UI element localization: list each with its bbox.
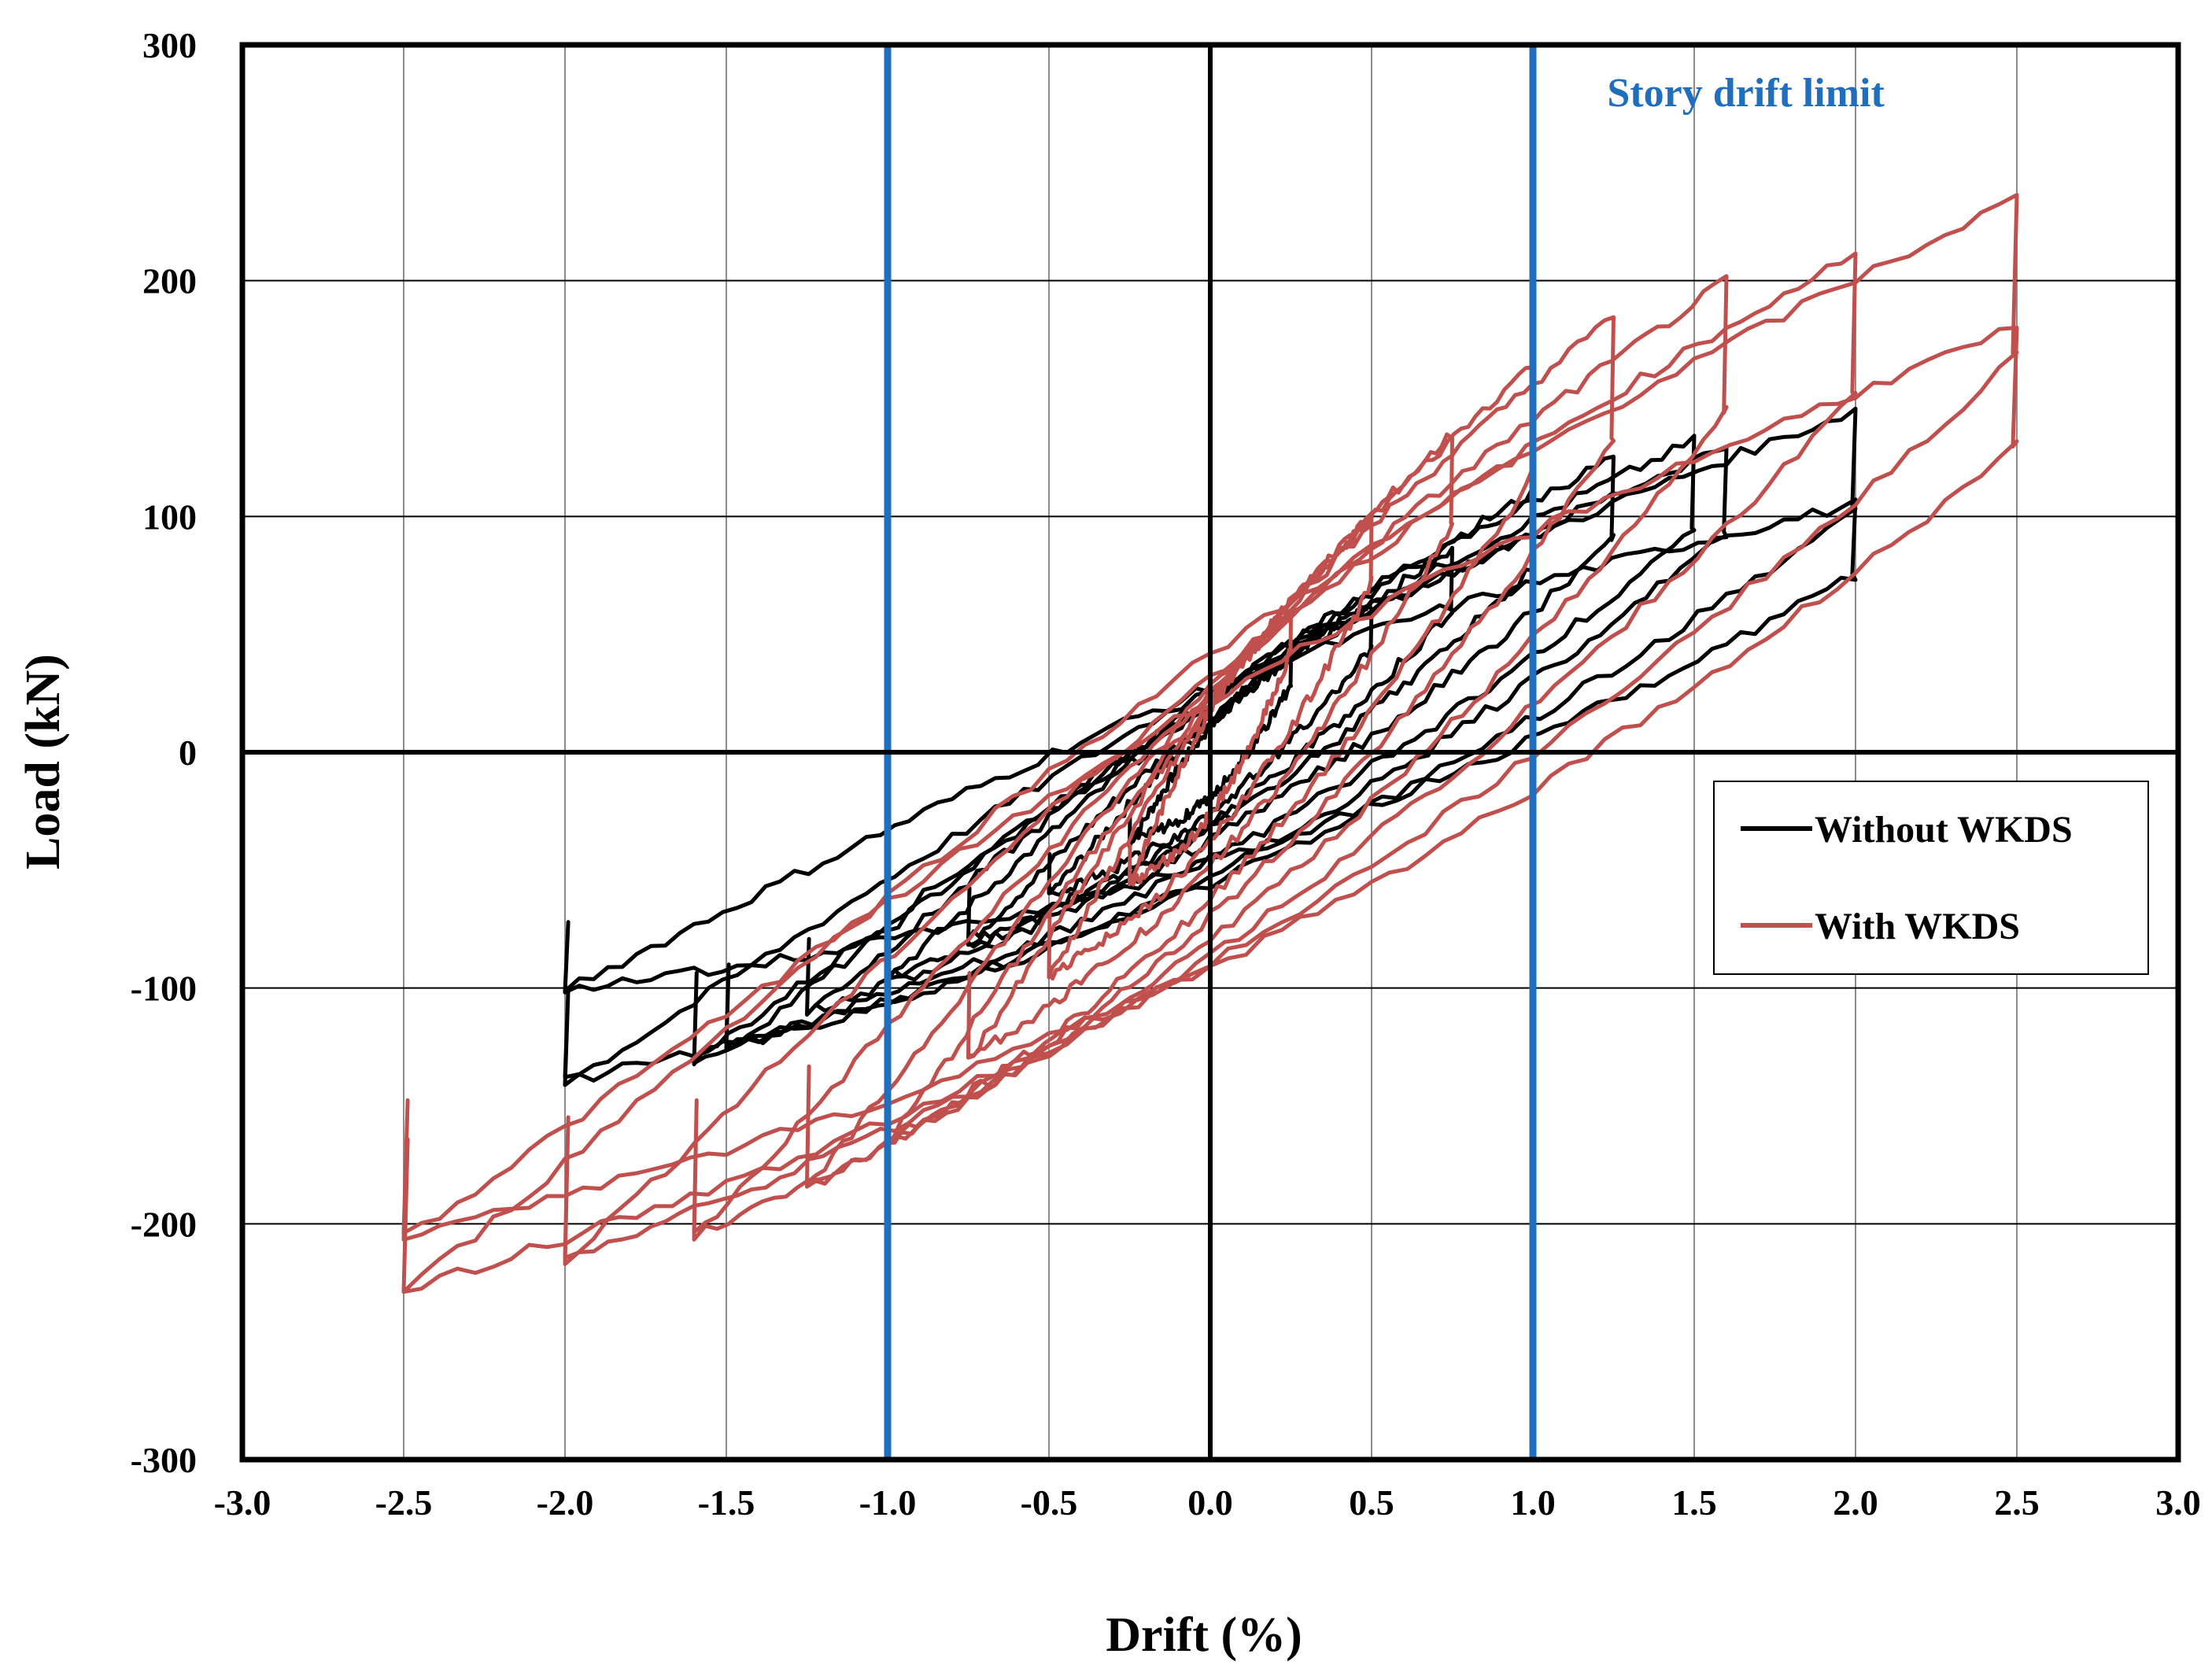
- plot-frame: [239, 42, 2181, 1463]
- series-without-wkds-loop: [563, 497, 1858, 995]
- x-tick-label: 1.0: [1510, 1482, 1556, 1523]
- x-tick-label: -2.5: [375, 1482, 433, 1523]
- x-tick-label: 1.5: [1671, 1482, 1717, 1523]
- x-tick-label: -1.0: [859, 1482, 917, 1523]
- x-tick-label: -0.5: [1021, 1482, 1078, 1523]
- y-tick-label: -300: [131, 1440, 197, 1480]
- legend-label-without-wkds: Without WKDS: [1815, 809, 2073, 851]
- axis-layer: [239, 42, 2181, 1463]
- series-with-wkds-loop: [1047, 511, 1374, 981]
- y-tick-label: 200: [142, 261, 197, 301]
- x-tick-label: 2.5: [1994, 1482, 2040, 1523]
- y-tick-label: 100: [142, 497, 197, 537]
- x-tick-label: -3.0: [214, 1482, 271, 1523]
- story-drift-limit-annotation: Story drift limit: [1607, 71, 1885, 116]
- y-tick-label: -200: [131, 1204, 197, 1244]
- x-tick-label: 0.0: [1187, 1482, 1233, 1523]
- curve-layer: [401, 193, 2019, 1294]
- x-tick-label: -2.0: [537, 1482, 594, 1523]
- x-tick-label: 0.5: [1349, 1482, 1394, 1523]
- legend-box: [1713, 781, 2149, 975]
- y-axis-title: Load (kN): [17, 654, 70, 869]
- x-tick-label: -1.5: [698, 1482, 755, 1523]
- legend-label-with-wkds: With WKDS: [1815, 906, 2020, 947]
- x-tick-label: 2.0: [1833, 1482, 1878, 1523]
- series-with-wkds-loop: [1128, 612, 1293, 887]
- x-axis-title: Drift (%): [1106, 1608, 1302, 1662]
- series-with-wkds-loop: [563, 251, 1858, 1266]
- series-with-wkds-loop: [401, 326, 2019, 1242]
- y-tick-label: -100: [131, 969, 197, 1009]
- series-without-wkds-loop: [724, 434, 1697, 1050]
- x-tick-label: 3.0: [2155, 1482, 2201, 1523]
- legend: Without WKDS With WKDS: [1713, 781, 2149, 975]
- tick-labels: -3.0 -2.5 -2.0 -1.5 -1.0 -0.5 0.0 0.5 1.0 1.5 2.0 2…: [131, 25, 2201, 1523]
- y-tick-label: 0: [179, 733, 197, 773]
- series-with-wkds-loop: [966, 432, 1454, 1060]
- y-tick-label: 300: [142, 25, 197, 65]
